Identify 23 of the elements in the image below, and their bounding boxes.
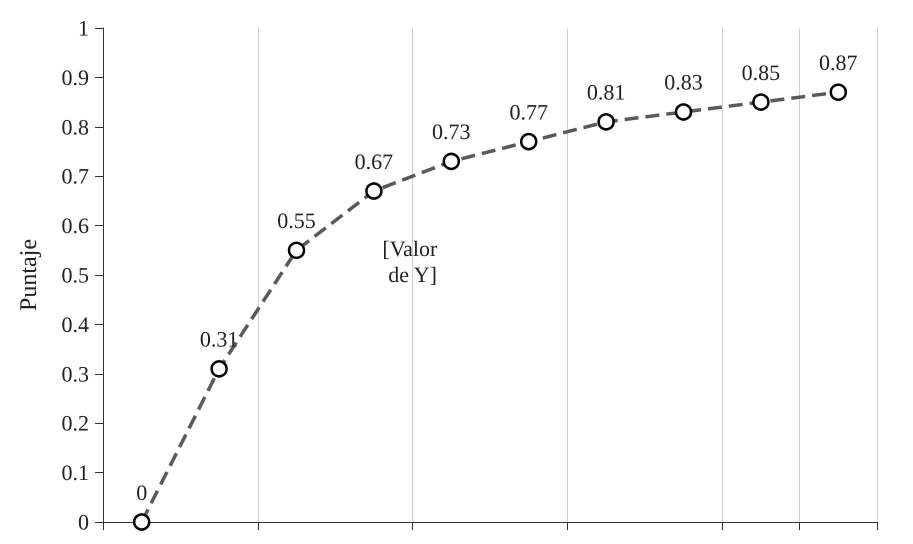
y-tick-label: 1 [78,16,89,40]
data-label: 0.81 [586,80,626,105]
data-label: 0.31 [200,326,238,352]
annotation: [Valor de Y] [382,236,443,287]
y-tick-label: 0.5 [62,262,89,288]
y-axis-title: Puntaje [16,239,42,311]
y-tick-label: 0.7 [62,164,89,189]
y-tick-label: 0.6 [62,213,89,238]
data-label: 0 [136,480,148,505]
y-tick-label: 0.1 [62,460,89,486]
data-label: 0.77 [509,99,548,124]
data-label: 0.55 [277,208,316,234]
y-tick-label: 0.8 [62,114,89,140]
data-label: 0.83 [664,70,703,95]
data-label: 0.67 [354,148,394,174]
y-tick-label: 0.9 [62,64,89,90]
y-tick-label: 0.3 [62,361,89,386]
y-tick-label: 0.2 [62,410,89,436]
data-label: 0.85 [742,60,780,85]
data-label: 0.73 [432,119,471,144]
y-tick-label: 0.4 [62,312,89,337]
data-label: 0.87 [819,50,858,75]
y-tick-label: 0 [78,510,89,534]
